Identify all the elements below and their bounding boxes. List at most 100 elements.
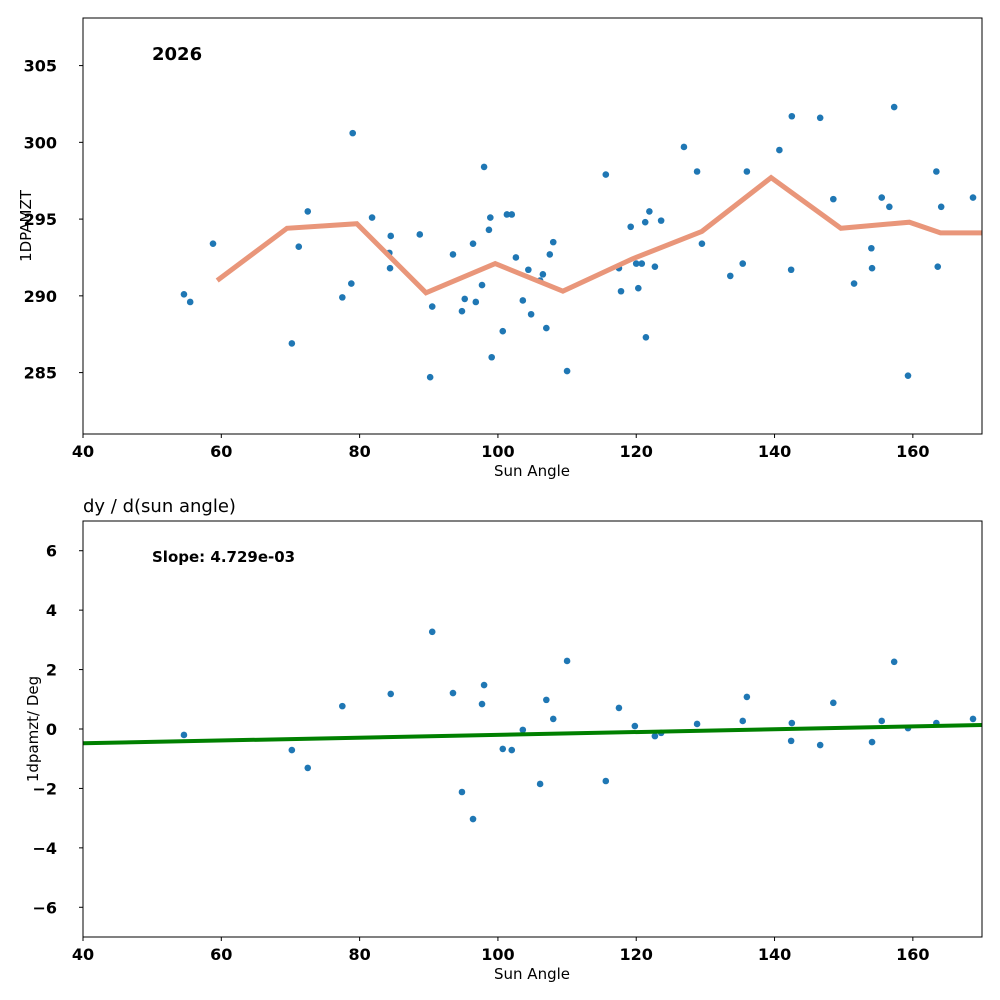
data-point xyxy=(180,291,188,298)
data-point xyxy=(428,303,436,310)
data-point xyxy=(830,195,837,203)
data-point xyxy=(904,372,912,379)
data-point xyxy=(886,203,893,211)
data-point xyxy=(830,699,837,707)
data-point xyxy=(461,295,469,303)
data-point xyxy=(937,203,945,211)
data-point xyxy=(458,307,466,315)
data-point xyxy=(969,715,977,723)
data-point xyxy=(543,324,550,332)
data-point xyxy=(180,731,188,739)
data-point xyxy=(339,294,346,301)
data-point xyxy=(934,263,942,270)
data-point xyxy=(458,788,466,796)
data-point xyxy=(635,284,642,292)
data-point xyxy=(657,217,665,224)
year-annotation: 2026 xyxy=(152,44,202,65)
y-tick-label: −2 xyxy=(32,779,57,798)
data-point xyxy=(487,214,494,221)
data-point xyxy=(499,327,507,335)
y-tick-label: 2 xyxy=(46,661,57,680)
data-point xyxy=(416,231,424,238)
data-point xyxy=(387,232,395,240)
data-point xyxy=(638,260,646,267)
data-point xyxy=(449,251,457,258)
x-tick-label: 80 xyxy=(348,442,370,461)
data-point xyxy=(304,764,312,772)
data-point xyxy=(651,732,659,740)
axes-frame xyxy=(82,17,983,435)
data-point xyxy=(787,266,795,274)
data-point xyxy=(816,741,824,749)
data-point xyxy=(339,702,346,710)
data-point xyxy=(288,340,296,347)
data-point xyxy=(478,700,486,708)
data-point xyxy=(426,373,434,381)
data-point xyxy=(631,722,639,730)
data-point xyxy=(469,815,477,823)
data-point xyxy=(868,244,875,252)
data-point xyxy=(449,689,457,697)
data-point xyxy=(693,168,701,175)
x-axis-label: Sun Angle xyxy=(494,965,570,983)
data-point xyxy=(868,738,876,746)
mean-line xyxy=(215,174,982,296)
data-point xyxy=(642,333,650,341)
data-point xyxy=(602,777,610,785)
data-point xyxy=(549,715,557,723)
data-point xyxy=(295,243,303,251)
data-point xyxy=(499,745,507,753)
data-point xyxy=(519,297,527,304)
plot-area xyxy=(83,628,982,823)
plot-area xyxy=(180,103,982,381)
temperature-marks xyxy=(180,103,982,381)
y-tick-label: −6 xyxy=(32,898,57,917)
data-point xyxy=(776,146,783,154)
data-point xyxy=(304,208,312,215)
data-point xyxy=(602,171,610,178)
data-point xyxy=(563,367,571,375)
data-point xyxy=(698,240,706,247)
data-point xyxy=(617,287,625,295)
data-point xyxy=(850,280,858,287)
data-point xyxy=(739,717,747,725)
data-point xyxy=(525,266,532,274)
data-point xyxy=(743,693,751,701)
data-point xyxy=(288,746,296,754)
data-point xyxy=(480,163,488,171)
data-point xyxy=(469,240,477,247)
data-point xyxy=(503,211,511,218)
data-point xyxy=(632,260,640,267)
data-point xyxy=(348,280,355,287)
data-point xyxy=(787,737,795,745)
fit-line xyxy=(83,723,982,746)
data-point xyxy=(739,260,747,267)
y-axis-label: 1dpamzt/ Deg xyxy=(24,676,42,782)
x-axis-label: Sun Angle xyxy=(494,462,570,480)
x-tick-label: 160 xyxy=(896,945,929,964)
derivative-plot: dy / d(sun angle) Slope: 4.729e-03 40 60 8… xyxy=(24,496,983,983)
data-point xyxy=(969,194,977,201)
x-tick-label: 100 xyxy=(481,442,514,461)
data-point xyxy=(508,211,516,218)
data-point xyxy=(472,298,480,306)
data-point xyxy=(546,251,554,258)
x-tick-label: 60 xyxy=(210,442,232,461)
data-point xyxy=(680,143,688,151)
data-point xyxy=(890,658,898,666)
data-point xyxy=(726,272,734,280)
temperature-axes: 40 60 80 100 120 140 160 285 290 295 300 305 xyxy=(24,17,983,461)
y-tick-label: 295 xyxy=(24,210,57,229)
data-point xyxy=(209,240,217,247)
data-point xyxy=(563,657,571,665)
data-point xyxy=(478,281,486,289)
data-point xyxy=(349,129,357,137)
y-tick-label: 285 xyxy=(24,364,57,383)
y-axis-label: 1DPAMZT xyxy=(17,189,35,262)
data-point xyxy=(519,726,527,734)
data-point xyxy=(549,238,557,246)
data-point xyxy=(512,254,520,261)
data-point xyxy=(868,264,876,272)
data-point xyxy=(933,168,940,175)
